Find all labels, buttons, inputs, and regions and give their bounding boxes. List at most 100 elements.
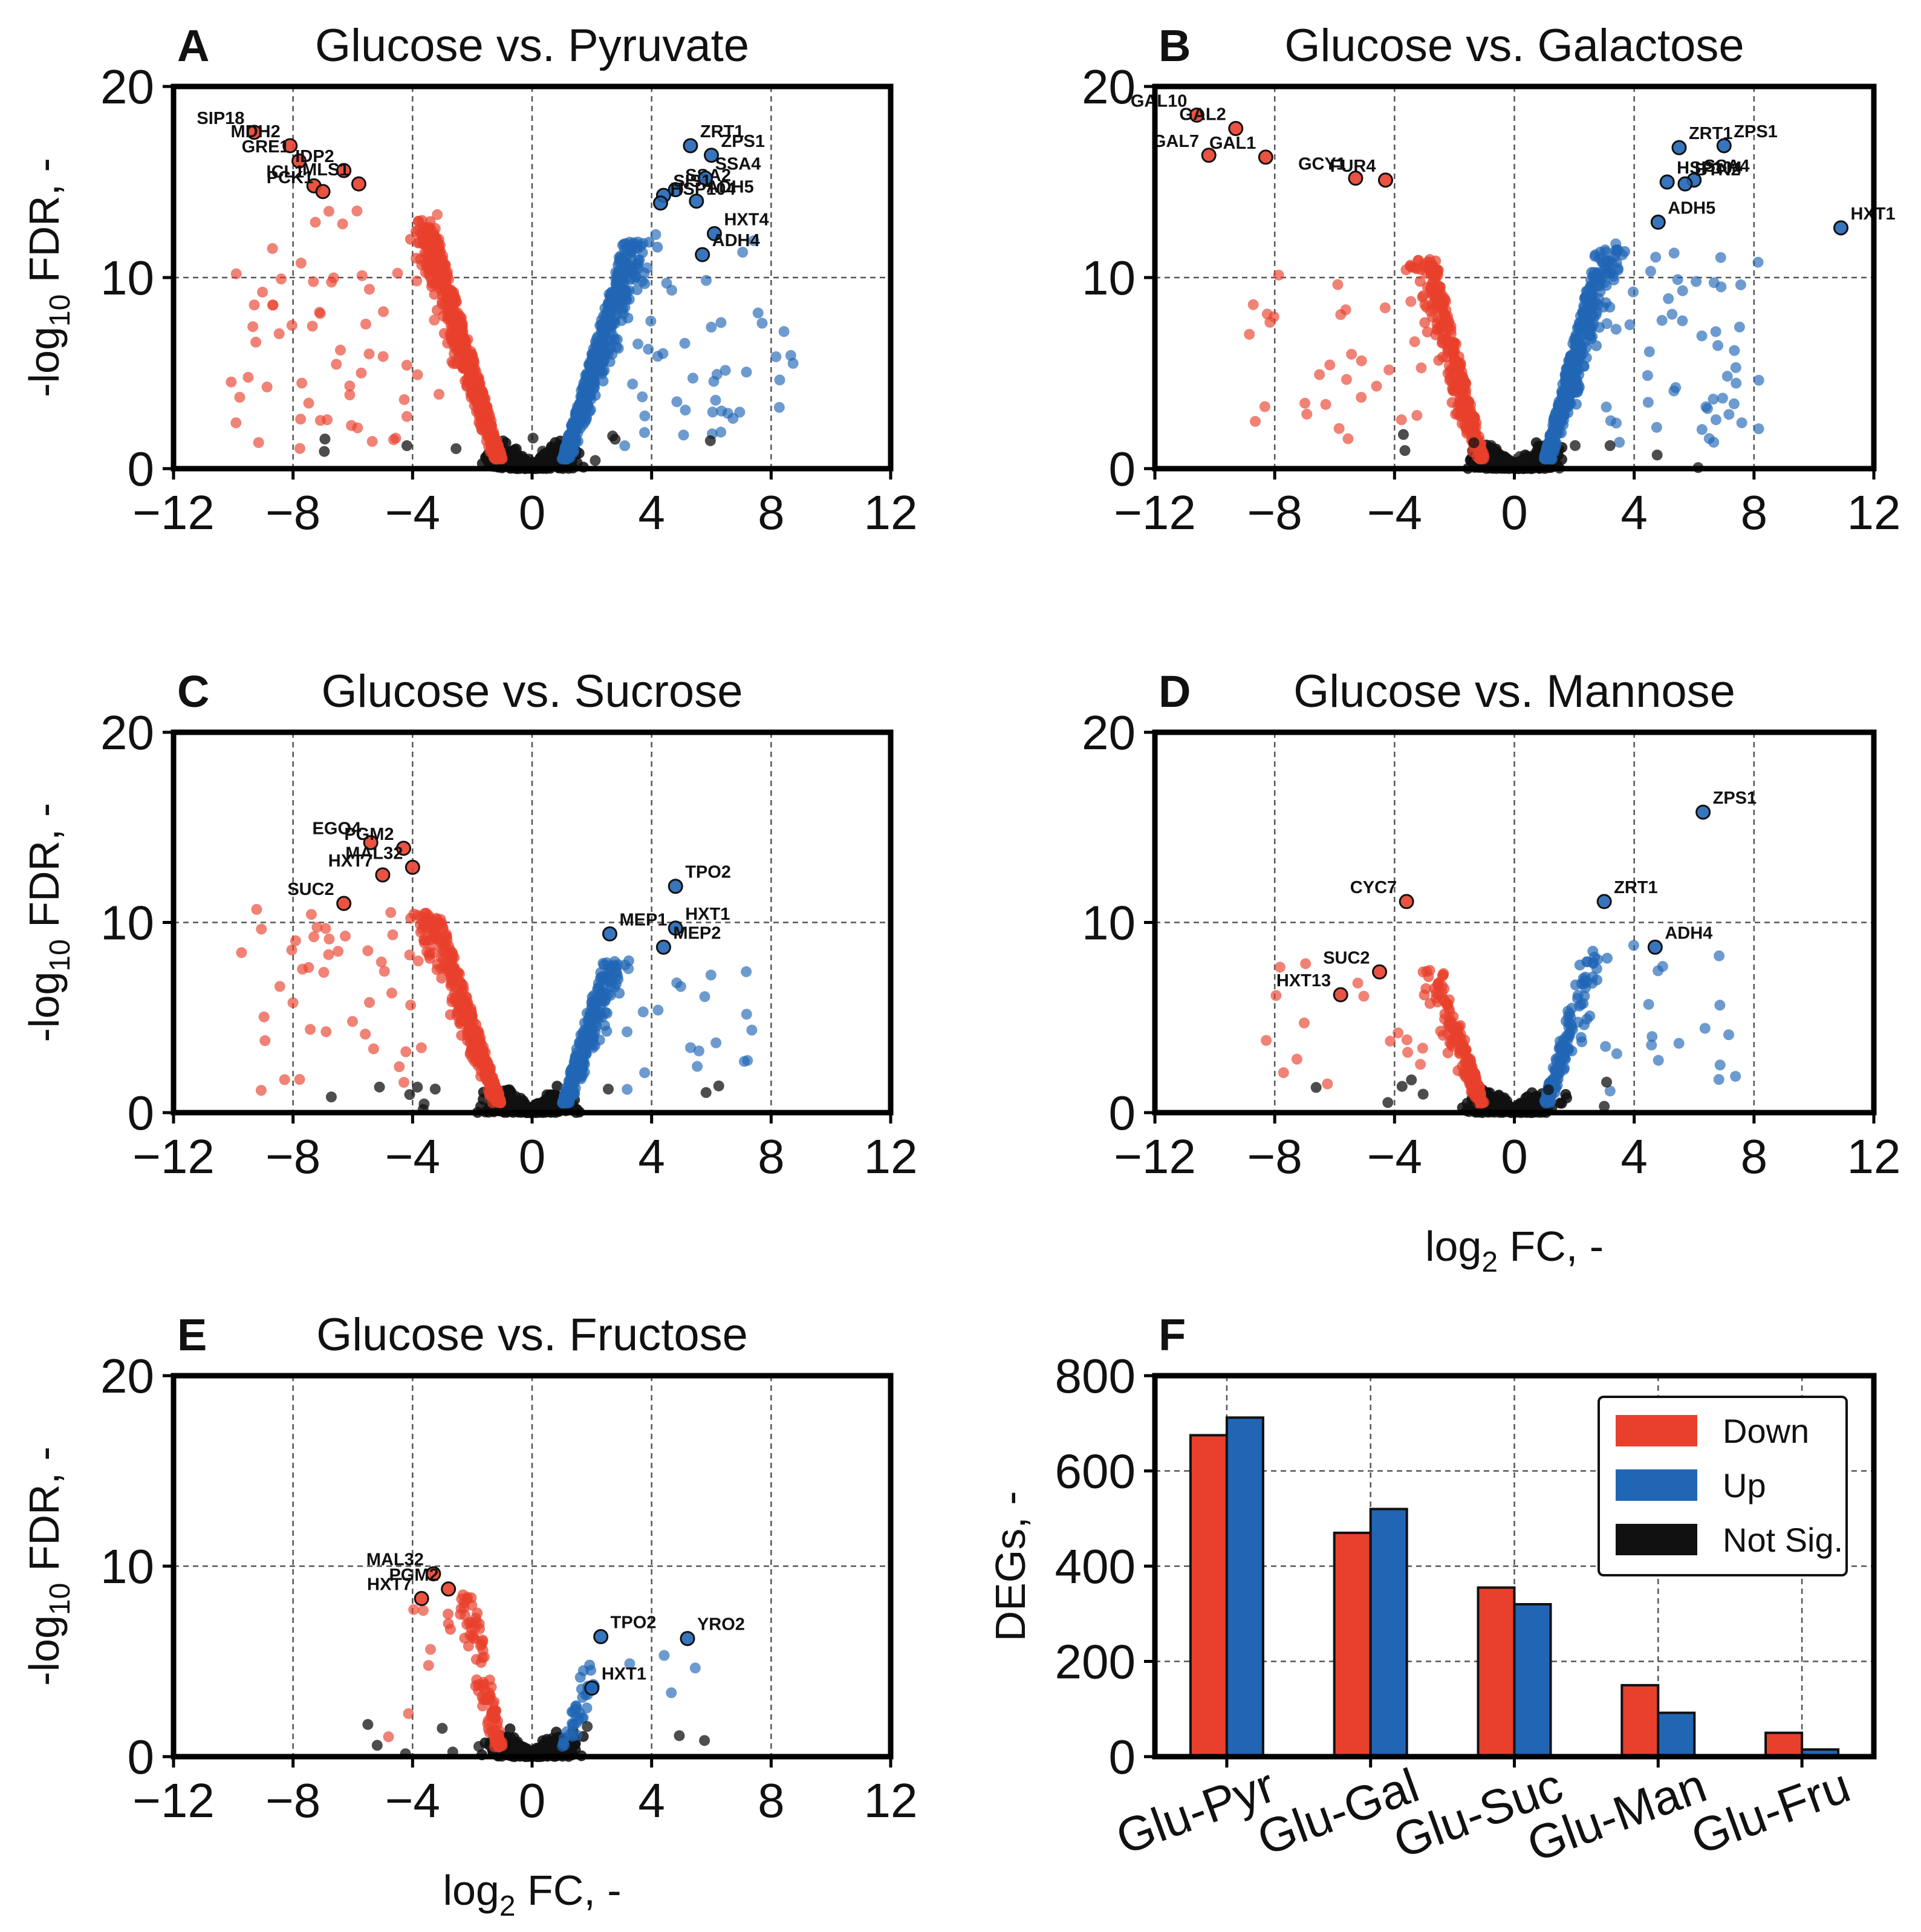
data-point [609,314,620,325]
data-point [1446,1041,1458,1052]
data-point [326,276,337,288]
data-point [1717,392,1728,404]
data-point [1396,414,1407,426]
gene-point [1671,140,1687,155]
x-tick-label: 12 [1847,1130,1901,1183]
data-point [1576,320,1588,332]
data-point [249,299,260,311]
data-point [1570,374,1582,386]
panel-title: Glucose vs. Sucrose [322,666,743,717]
data-point [259,1035,271,1046]
y-axis-label-tail: FDR, - [21,158,68,294]
data-point [412,955,424,967]
gene-point [652,195,668,211]
data-point [450,317,462,329]
x-tick-label: 8 [1741,1130,1768,1183]
data-point [1358,990,1370,1002]
data-point [671,396,683,408]
data-point [1699,1023,1711,1034]
data-point [366,436,378,447]
data-point [457,986,468,997]
y-tick-label: 20 [100,706,154,759]
data-point [1570,385,1581,396]
data-point [356,367,367,379]
data-point [588,377,600,389]
gene-label: HXT13 [1276,971,1331,990]
data-point [1619,246,1631,257]
data-point [375,956,387,968]
data-point [1406,1074,1417,1085]
data-point [1259,401,1270,412]
data-point [564,1090,576,1102]
y-axis-label: -log10 FDR, - [21,158,76,397]
data-point [1643,998,1654,1010]
gene-label: FUR4 [1330,157,1376,176]
data-point [1322,1078,1333,1090]
gene-label: ADH4 [712,231,760,250]
y-tick-label: 0 [128,442,155,496]
data-point [1610,238,1622,250]
data-point [449,994,461,1006]
data-point [639,278,651,290]
panel-letter: A [177,21,209,71]
data-point [639,427,650,438]
data-point [310,216,321,228]
data-point [1721,371,1733,382]
gene-label: ZPS1 [1713,789,1757,808]
gene-label: CYC7 [1350,878,1397,897]
data-point [1416,362,1427,374]
data-point [692,1061,703,1072]
data-point [1578,308,1590,319]
data-point [1247,299,1259,310]
data-point [661,278,672,289]
data-point [1298,1017,1310,1029]
y-axis-label: -log10 FDR, - [21,803,76,1042]
data-point [645,315,657,327]
data-point [401,440,412,452]
data-point [616,259,628,270]
data-point [1753,423,1764,435]
data-point [1299,397,1311,409]
data-point [1291,1053,1302,1065]
gene-label: HXT7 [328,851,373,871]
data-point [290,935,301,946]
data-point [741,1009,752,1020]
data-point [295,414,307,425]
data-point [1624,319,1636,331]
gene-point [282,138,298,154]
data-point [622,1084,633,1095]
data-point [1611,1048,1622,1059]
data-point [1731,377,1742,389]
data-point [1585,333,1597,345]
data-point [600,1006,611,1018]
gene-point [655,939,671,955]
data-point [1715,252,1726,263]
data-point [1714,1000,1726,1011]
gene-label: GAL1 [1209,134,1256,153]
y-tick-label: 20 [100,60,154,114]
x-tick-label: −8 [265,1130,320,1183]
data-point [1610,324,1622,335]
data-point [1591,963,1602,974]
data-point [678,429,689,441]
data-point [741,366,752,378]
x-tick-label: −4 [1367,486,1422,539]
data-point [1356,392,1367,403]
data-point [1714,950,1725,961]
data-point [715,426,727,438]
data-point [256,923,267,935]
data-point [1409,336,1420,348]
data-point [1691,276,1702,287]
data-point [1672,274,1683,285]
data-point [693,1045,704,1056]
data-point [590,342,601,354]
data-point [600,339,611,350]
data-point [250,336,262,348]
data-point [230,268,242,279]
data-point [631,284,643,296]
gene-label: ZPS1 [721,132,765,151]
data-point [1432,978,1444,989]
data-point [604,356,616,368]
